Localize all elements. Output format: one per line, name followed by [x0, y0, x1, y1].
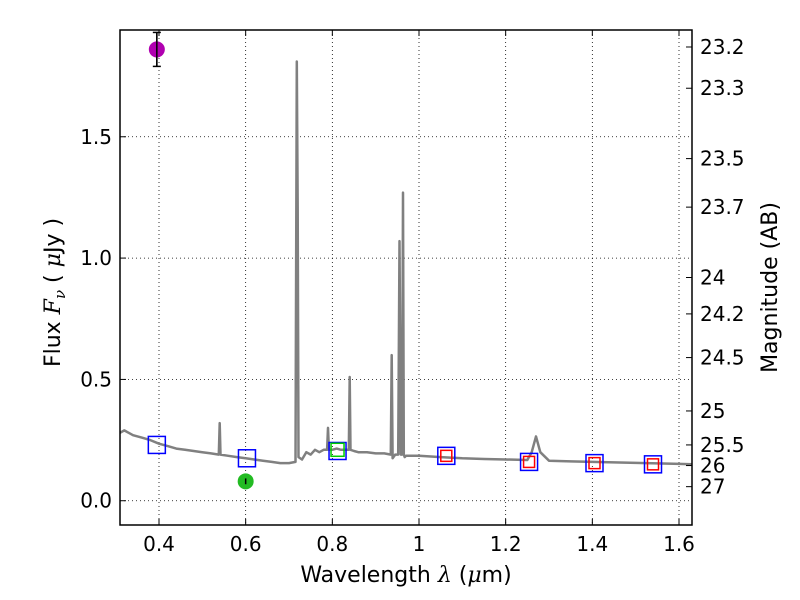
axis-ticks: 0.4 0.6 0.8 1 1.2 1.4 1.6 0.0 0.5 1.0 1.5 23.2 23.3 2…	[80, 30, 745, 556]
y-tick-label: 0.5	[80, 367, 112, 391]
photometry-square-marker	[330, 442, 345, 458]
x-tick-label: 0.6	[230, 532, 262, 556]
y-tick-label: 1.0	[80, 246, 112, 270]
photometry-square-marker	[519, 452, 539, 472]
photometry-square-marker	[437, 446, 456, 466]
photometry-square-marker	[643, 455, 663, 474]
photometry-square-marker	[588, 456, 601, 470]
x-axis-label: Wavelength λ (μm)	[300, 563, 511, 588]
mag-tick-label: 26	[700, 454, 725, 478]
mag-tick-label: 24	[700, 266, 725, 290]
x-tick-label: 0.8	[316, 532, 348, 556]
grid-lines	[120, 30, 692, 525]
plot-data	[119, 31, 693, 490]
mag-tick-label: 27	[700, 475, 725, 499]
mag-tick-label: 23.2	[700, 35, 745, 59]
mag-tick-label: 23.7	[700, 195, 745, 219]
photometry-square-marker	[440, 449, 453, 463]
y-tick-label: 1.5	[80, 125, 112, 149]
x-tick-label: 1.2	[490, 532, 522, 556]
mag-tick-label: 23.3	[700, 76, 745, 100]
photometry-square-marker	[328, 441, 347, 461]
photometry-square-marker	[237, 449, 257, 468]
right-axis-label: Magnitude (AB)	[758, 202, 783, 373]
x-tick-label: 1	[413, 532, 426, 556]
photometry-square-marker	[646, 458, 660, 471]
mag-tick-label: 25.5	[700, 433, 745, 457]
y-tick-label: 0.0	[80, 489, 112, 513]
x-tick-label: 1.6	[663, 532, 695, 556]
plot-frame	[119, 29, 693, 526]
sed-model-line	[119, 60, 693, 466]
photometry-square-marker	[585, 453, 604, 473]
photometry-square-marker	[147, 435, 167, 455]
x-tick-label: 0.4	[143, 532, 175, 556]
mag-tick-label: 25	[700, 399, 725, 423]
photometry-square-marker	[522, 455, 536, 469]
mag-tick-label: 24.5	[700, 346, 745, 370]
mag-tick-label: 23.5	[700, 147, 745, 171]
x-tick-label: 1.4	[576, 532, 608, 556]
y-axis-label: Flux Fν ( μJy )	[41, 218, 69, 367]
mag-tick-label: 24.2	[700, 302, 745, 326]
